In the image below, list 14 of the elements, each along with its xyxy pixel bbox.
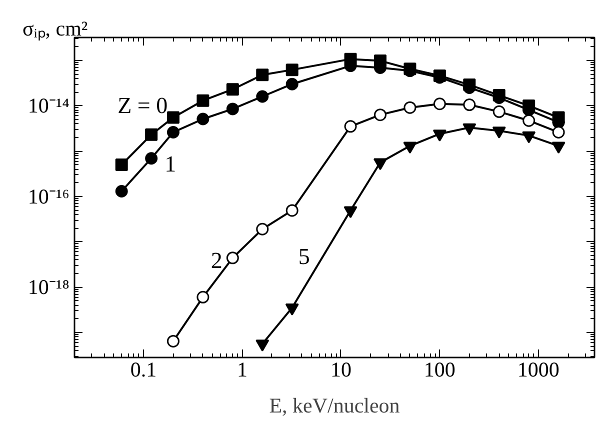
annotation: Z = 0 (118, 93, 168, 118)
y-tick-label: 10⁻¹⁴ (28, 94, 70, 118)
annotation: 2 (210, 248, 222, 273)
y-tick-label: 10⁻¹⁶ (28, 184, 70, 208)
annotation: 1 (164, 151, 176, 176)
annotation: 5 (298, 244, 310, 269)
x-tick-label: 0.1 (130, 358, 157, 382)
x-tick-label: 100 (424, 358, 456, 382)
y-tick-label: 10⁻¹⁸ (28, 275, 70, 300)
x-tick-label: 1 (236, 358, 248, 382)
x-tick-label: 1000 (517, 358, 560, 382)
y-axis-title: σᵢₚ, cm² (22, 16, 88, 42)
x-axis-title: E, keV/nucleon (269, 394, 400, 418)
x-tick-label: 10 (330, 358, 352, 382)
